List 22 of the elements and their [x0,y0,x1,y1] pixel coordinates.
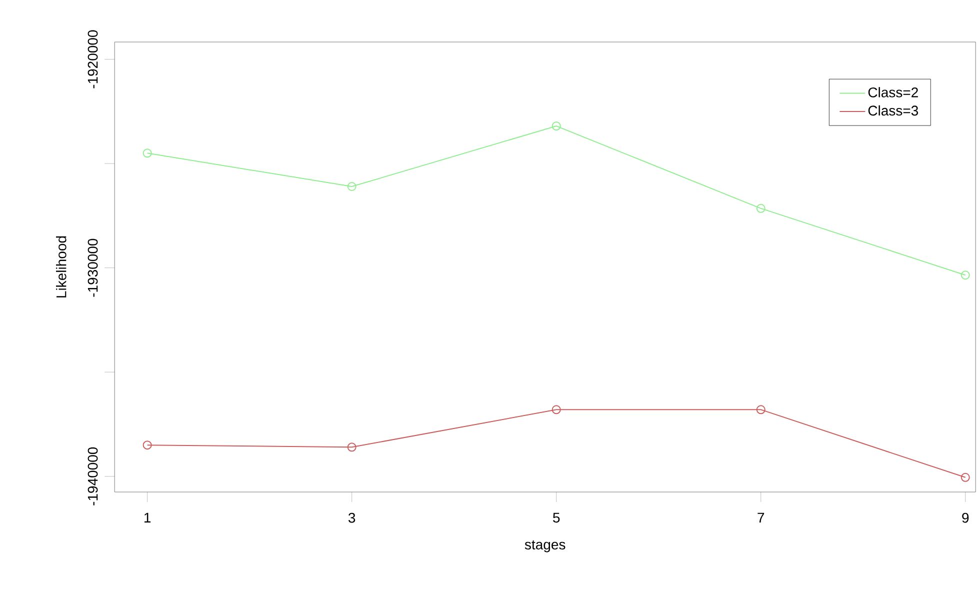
point [552,122,561,131]
legend-label: Class=3 [868,105,918,116]
point [552,405,561,414]
point [347,442,356,452]
y-tick-label: -1940000 [88,447,98,506]
x-tick-label: 5 [553,512,560,523]
point [960,270,970,280]
y-tick-label: -1930000 [88,238,98,297]
point [756,204,766,213]
y-axis-title: Likelihood [56,236,66,298]
point [756,405,766,414]
point [960,472,970,482]
point [347,182,356,192]
y-tick-label: -1920000 [88,30,98,88]
point [142,148,152,158]
point [142,440,152,450]
x-tick-label: 7 [758,512,764,522]
legend-label: Class=2 [868,87,918,98]
x-tick-label: 1 [144,512,151,522]
x-axis-title: stages [524,540,566,552]
x-tick-label: 3 [348,512,356,523]
x-tick-label: 9 [962,512,969,523]
